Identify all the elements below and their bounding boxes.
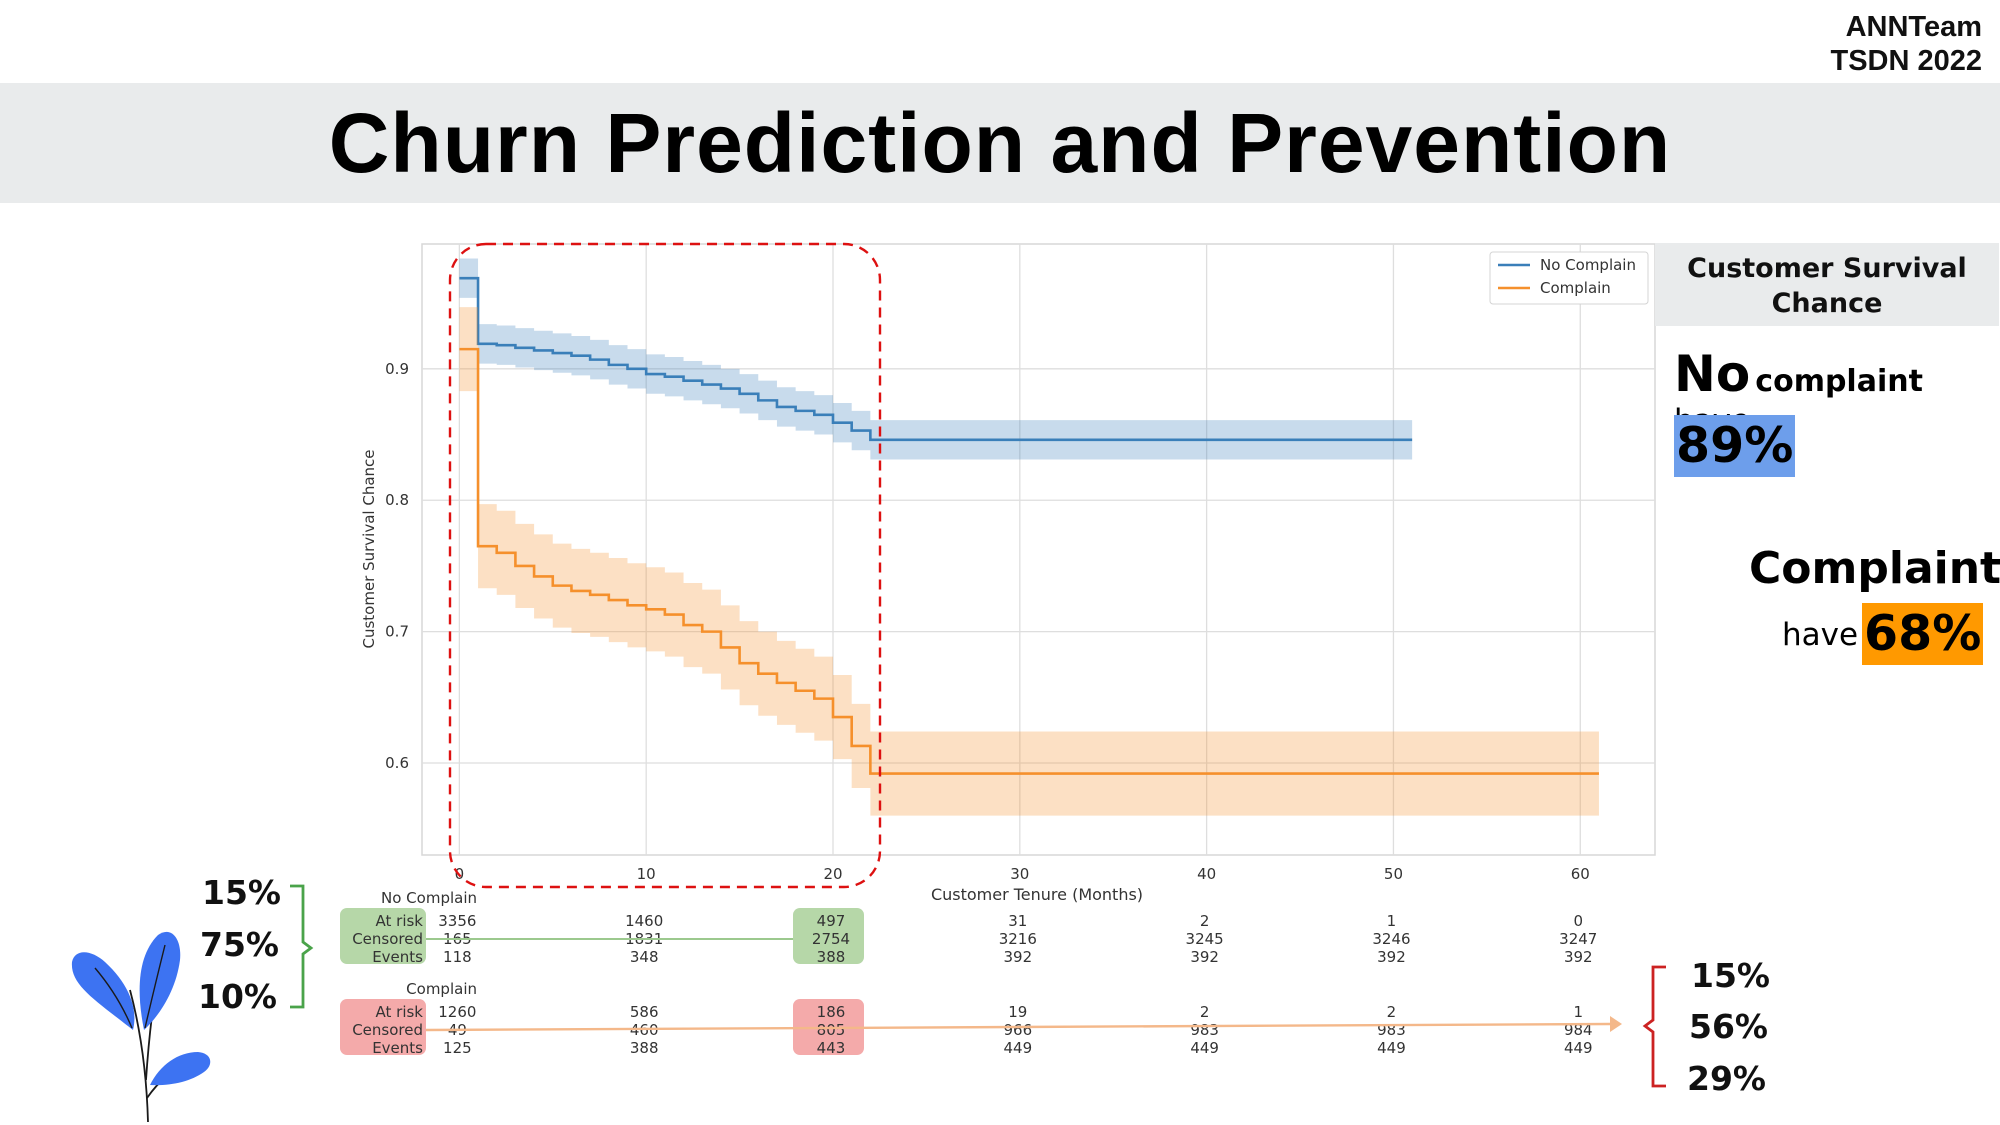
right-pct-3: 29% [1687, 1059, 1766, 1098]
table-cell: 2 [1387, 1003, 1397, 1021]
right-pct-2: 56% [1689, 1007, 1768, 1046]
page-title: Churn Prediction and Prevention [328, 96, 1672, 190]
table-cell: 388 [630, 1039, 659, 1057]
complaint-percentage: 68% [1862, 603, 1984, 665]
table-cell: 348 [630, 948, 659, 966]
table-cell: 984 [1564, 1021, 1593, 1039]
table-cell: 0 [1573, 912, 1583, 930]
left-pct-3: 10% [198, 977, 277, 1016]
table-cell: 443 [817, 1039, 846, 1057]
table-cell: 497 [817, 912, 846, 930]
table-cell: 966 [1003, 1021, 1032, 1039]
complaint-word: complaint [1755, 364, 1923, 399]
table-row-label: At risk [376, 912, 424, 930]
no-word: No [1674, 345, 1751, 403]
brand-team: ANNTeam [1845, 11, 1982, 43]
x-tick-label: 50 [1384, 865, 1403, 883]
complain-survival-line [459, 347, 1599, 775]
table-cell: 983 [1190, 1021, 1219, 1039]
survival-panel-header: Customer Survival Chance [1655, 243, 1999, 326]
legend-label: No Complain [1540, 256, 1636, 274]
brand-label: ANNTeam TSDN 2022 [1830, 10, 1982, 78]
table-cell: 1460 [625, 912, 663, 930]
complain-censored-connector [425, 1022, 1611, 1032]
table-cell: 586 [630, 1003, 659, 1021]
complaint-heading: Complaint [1749, 543, 2000, 594]
table-cell: 1 [1387, 912, 1397, 930]
no-complain-survival-line [459, 276, 1413, 442]
brand-event: TSDN 2022 [1830, 45, 1982, 77]
table-cell: 392 [1377, 948, 1406, 966]
table-cell: 186 [817, 1003, 846, 1021]
table-cell: 392 [1190, 948, 1219, 966]
table-row-label: Events [372, 948, 423, 966]
table-cell: 449 [1190, 1039, 1219, 1057]
y-tick-label: 0.9 [385, 360, 409, 378]
plant-leaf-vein [144, 944, 166, 1029]
table-cell: 1260 [438, 1003, 476, 1021]
connector-arrow-head [1610, 1016, 1622, 1032]
legend-label: Complain [1540, 279, 1611, 297]
table-row-label: Censored [352, 930, 423, 948]
left-pct-2: 75% [200, 925, 279, 964]
table-row-label: Events [372, 1039, 423, 1057]
plant-leaf-vein [94, 967, 133, 1029]
plant-leaf-icon [71, 952, 135, 1030]
plant-leaf-icon [139, 931, 181, 1030]
x-tick-label: 10 [637, 865, 656, 883]
complain-confidence-band [459, 307, 1599, 816]
table-cell: 449 [1377, 1039, 1406, 1057]
y-axis-label: Customer Survival Chance [360, 449, 378, 648]
no-complaint-percentage: 89% [1674, 415, 1796, 477]
x-tick-label: 30 [1010, 865, 1029, 883]
x-tick-label: 40 [1197, 865, 1216, 883]
table-cell: 388 [817, 948, 846, 966]
complain-labels-highlight [340, 999, 426, 1055]
table-cell: 983 [1377, 1021, 1406, 1039]
no-complain-month20-highlight [793, 908, 864, 964]
no-complain-labels-highlight [340, 908, 426, 964]
table-group-title: Complain [406, 980, 477, 998]
table-cell: 125 [443, 1039, 472, 1057]
table-cell: 3356 [438, 912, 476, 930]
table-row-label: Censored [352, 1021, 423, 1039]
y-tick-label: 0.7 [385, 623, 409, 641]
x-axis-label: Customer Tenure (Months) [931, 885, 1143, 904]
right-pct-1: 15% [1691, 956, 1770, 995]
title-band [0, 83, 2000, 203]
complaint-have-word: have [1782, 617, 1859, 653]
table-cell: 449 [1564, 1039, 1593, 1057]
y-tick-label: 0.6 [385, 754, 409, 772]
table-cell: 3246 [1372, 930, 1410, 948]
table-row-label: At risk [376, 1003, 424, 1021]
plant-stem [129, 989, 149, 1123]
table-group-title: No Complain [381, 889, 477, 907]
table-cell: 2754 [812, 930, 850, 948]
table-cell: 449 [1003, 1039, 1032, 1057]
highlight-region [448, 242, 882, 889]
table-cell: 19 [1008, 1003, 1027, 1021]
table-cell: 3247 [1559, 930, 1597, 948]
x-tick-label: 20 [823, 865, 842, 883]
right-bracket [1642, 965, 1666, 1088]
left-bracket [290, 884, 314, 1009]
table-cell: 118 [443, 948, 472, 966]
table-cell: 3245 [1186, 930, 1224, 948]
table-cell: 2 [1200, 1003, 1210, 1021]
table-cell: 392 [1003, 948, 1032, 966]
left-pct-1: 15% [202, 873, 281, 912]
plot-frame [421, 243, 1656, 856]
table-cell: 1 [1573, 1003, 1583, 1021]
table-cell: 805 [817, 1021, 846, 1039]
x-tick-label: 60 [1571, 865, 1590, 883]
plant-leaf-icon [150, 1052, 211, 1086]
table-cell: 2 [1200, 912, 1210, 930]
table-cell: 392 [1564, 948, 1593, 966]
table-cell: 31 [1008, 912, 1027, 930]
table-cell: 3216 [999, 930, 1037, 948]
y-tick-label: 0.8 [385, 491, 409, 509]
